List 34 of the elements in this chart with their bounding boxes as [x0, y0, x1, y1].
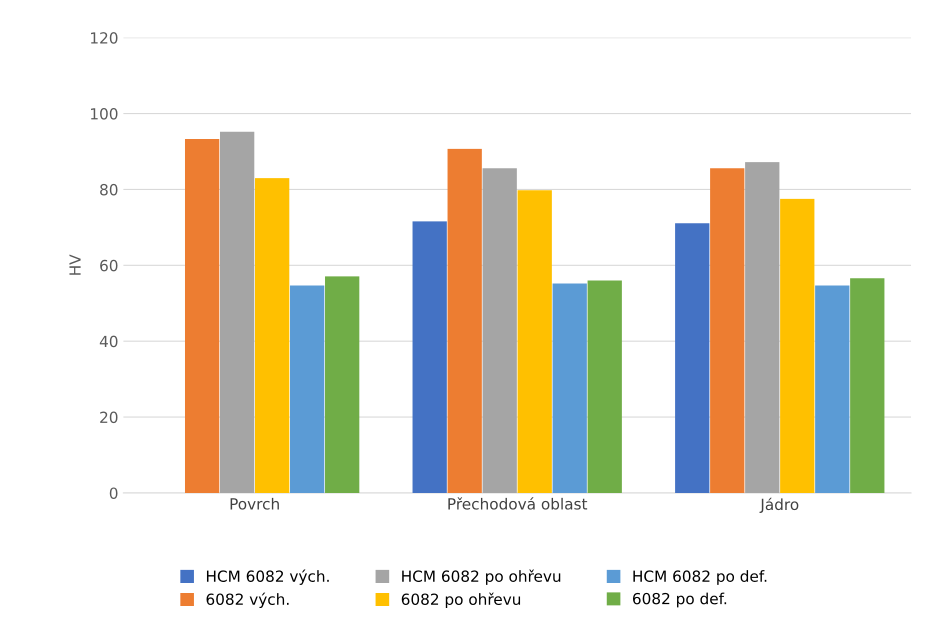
bar	[552, 284, 587, 493]
bar	[588, 280, 622, 493]
y-tick-label: 40	[100, 336, 118, 348]
bar	[184, 138, 220, 493]
y-tick-label: 0	[110, 487, 118, 499]
bar	[448, 148, 482, 493]
legend-label: 6082 po ohřevu	[402, 592, 520, 608]
bar	[255, 178, 290, 493]
y-tick-label: 80	[100, 184, 118, 196]
x-tick-label: Přechodová oblast	[448, 497, 588, 510]
bar	[745, 162, 780, 493]
bar	[710, 168, 744, 493]
y-tick-label: 120	[91, 32, 118, 44]
bar	[815, 285, 850, 493]
bar	[325, 276, 360, 493]
bar	[780, 198, 814, 493]
y-tick-label: 60	[100, 260, 118, 272]
bar	[290, 285, 324, 493]
bar	[482, 168, 517, 493]
x-tick-label: Jádro	[760, 498, 798, 513]
legend-label: HCM 6082 po def.	[633, 570, 766, 585]
legend-label: HCM 6082 po ohřevu	[402, 570, 560, 585]
legend-label: 6082 po def.	[632, 592, 726, 608]
legend-label: 6082 vých.	[206, 592, 289, 608]
y-tick-label: 20	[100, 412, 118, 424]
bar	[675, 223, 710, 493]
bar	[412, 221, 447, 493]
x-tick-label: Povrch	[230, 498, 279, 510]
y-tick-label: 100	[91, 108, 118, 120]
y-axis-title: HV	[69, 254, 81, 275]
bar	[850, 278, 884, 493]
bar	[518, 190, 552, 493]
legend-label: HCM 6082 vých.	[206, 570, 329, 585]
bar	[220, 132, 254, 493]
